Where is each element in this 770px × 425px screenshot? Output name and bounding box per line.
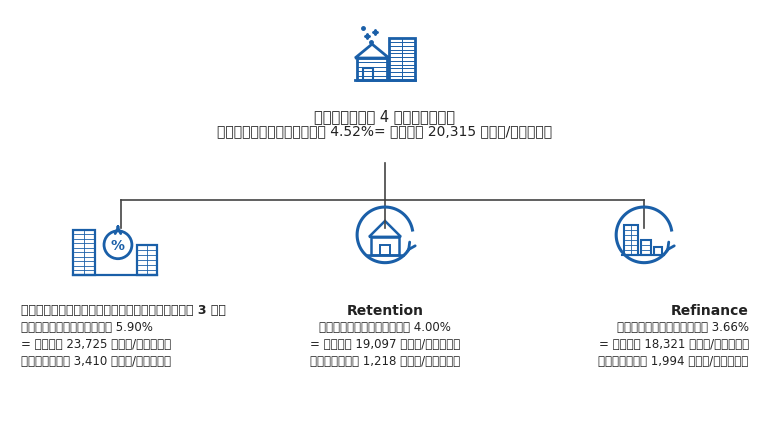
Bar — [371, 237, 399, 255]
Text: Refinance: Refinance — [671, 304, 748, 318]
Text: %: % — [111, 239, 125, 253]
Text: = ผ่อน 18,321 บาท/เดือน: = ผ่อน 18,321 บาท/เดือน — [598, 338, 748, 351]
Bar — [380, 245, 390, 255]
Text: อัตราดอกเบี้ย 4.00%: อัตราดอกเบี้ย 4.00% — [319, 321, 451, 334]
Text: = ผ่อน 23,725 บาท/เดือน: = ผ่อน 23,725 บาท/เดือน — [22, 338, 172, 351]
Text: อัตราดอกเบี้ย 5.90%: อัตราดอกเบี้ย 5.90% — [22, 321, 153, 334]
Text: ประหยัด 1,994 บาท/เดือน: ประหยัด 1,994 บาท/เดือน — [598, 355, 748, 368]
Text: อัตราดอกเบี้ย 3.66%: อัตราดอกเบี้ย 3.66% — [617, 321, 748, 334]
Bar — [654, 247, 662, 255]
Bar — [357, 58, 387, 80]
Bar — [641, 240, 651, 255]
Bar — [73, 230, 95, 275]
Bar — [624, 225, 638, 255]
Text: อัตราดอกเบี้ยลอยตัวหลัง 3 ปี: อัตราดอกเบี้ยลอยตัวหลัง 3 ปี — [22, 304, 226, 317]
Bar — [137, 245, 157, 275]
Text: แพงขึ้น 3,410 บาท/เดือน: แพงขึ้น 3,410 บาท/เดือน — [22, 355, 171, 368]
Bar — [363, 68, 373, 80]
Text: ประหยัด 1,218 บาท/เดือน: ประหยัด 1,218 บาท/เดือน — [310, 355, 460, 368]
Text: = ผ่อน 19,097 บาท/เดือน: = ผ่อน 19,097 บาท/เดือน — [310, 338, 460, 351]
Text: Retention: Retention — [346, 304, 424, 318]
Text: อัตราดอกเบี้ย 4.52%= ผ่อน 20,315 บาท/เดือน: อัตราดอกเบี้ย 4.52%= ผ่อน 20,315 บาท/เดื… — [217, 125, 553, 139]
Bar — [389, 38, 415, 80]
Text: ยื่นกู้ 4 ล้านบาท: ยื่นกู้ 4 ล้านบาท — [314, 109, 456, 124]
